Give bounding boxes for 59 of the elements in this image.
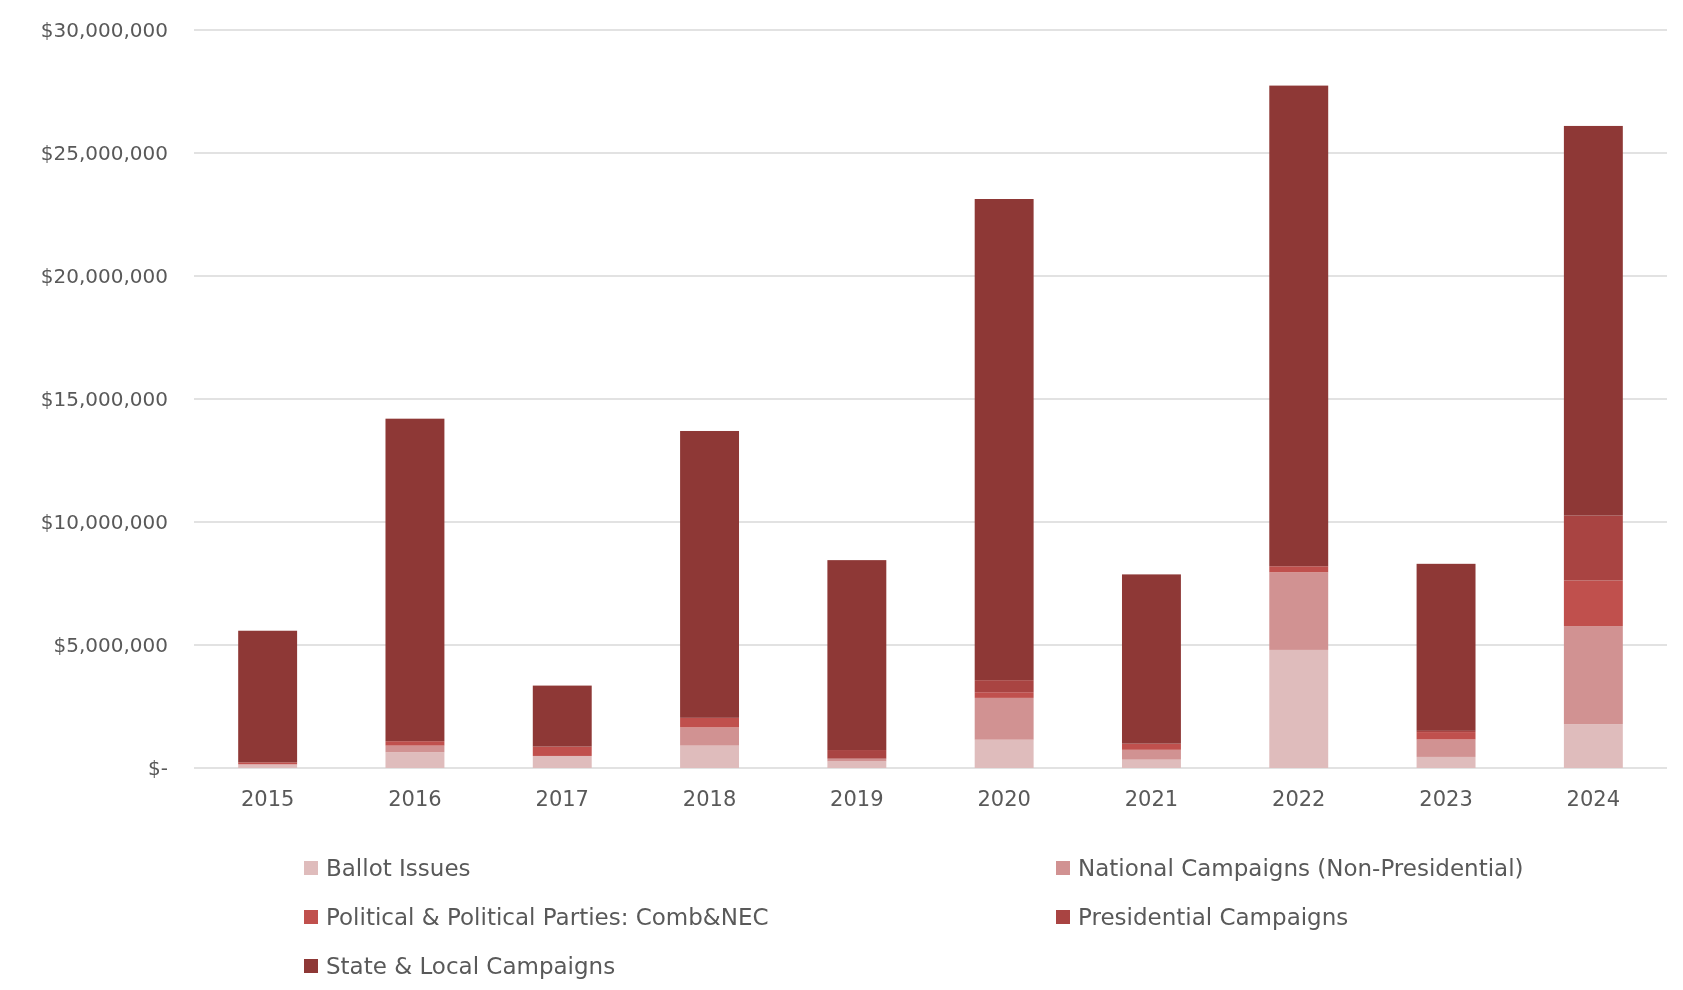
- bar: [1416, 756, 1476, 768]
- bar: [1416, 739, 1476, 757]
- x-tick-label: 2017: [535, 787, 589, 811]
- bar: [974, 680, 1034, 693]
- bar: [974, 199, 1034, 681]
- x-tick-label: 2019: [830, 787, 884, 811]
- bar: [680, 727, 740, 746]
- bar: [827, 750, 887, 759]
- x-tick-label: 2023: [1419, 787, 1473, 811]
- bar: [1269, 649, 1329, 768]
- bar: [238, 630, 298, 763]
- x-tick-label: 2022: [1272, 787, 1326, 811]
- bar: [1563, 626, 1623, 725]
- bar: [385, 745, 445, 753]
- y-tick-label: $5,000,000: [53, 633, 168, 657]
- bar: [532, 685, 592, 747]
- bar: [680, 717, 740, 728]
- bar: [1563, 125, 1623, 516]
- bar: [385, 741, 445, 746]
- x-tick-label: 2016: [388, 787, 442, 811]
- x-tick-label: 2024: [1566, 787, 1621, 811]
- bar: [1269, 572, 1329, 650]
- y-tick-label: $20,000,000: [40, 264, 168, 288]
- bar: [1416, 732, 1476, 740]
- y-tick-label: $30,000,000: [40, 18, 168, 42]
- bar: [1269, 85, 1329, 567]
- bar: [680, 745, 740, 768]
- y-tick-label: $10,000,000: [40, 510, 168, 534]
- bar: [1563, 580, 1623, 627]
- bar: [1121, 749, 1181, 760]
- y-tick-label: $15,000,000: [40, 387, 168, 411]
- legend-label: National Campaigns (Non-Presidential): [1078, 855, 1524, 882]
- bar: [532, 746, 592, 756]
- bar: [1121, 759, 1181, 768]
- bar: [827, 761, 887, 768]
- y-tick-label: $25,000,000: [40, 141, 168, 165]
- bar: [1416, 563, 1476, 731]
- bar: [385, 418, 445, 742]
- bar: [1563, 515, 1623, 581]
- bar: [385, 752, 445, 768]
- legend-label: Ballot Issues: [326, 855, 471, 882]
- bar: [532, 755, 592, 768]
- bar: [1121, 574, 1181, 744]
- bar: [974, 739, 1034, 768]
- bar: [974, 692, 1034, 698]
- bar: [974, 697, 1034, 740]
- bar: [1269, 566, 1329, 573]
- bar: [680, 430, 740, 718]
- x-tick-label: 2021: [1124, 787, 1179, 811]
- legend-label: Political & Political Parties: Comb&NEC: [326, 904, 769, 931]
- x-tick-label: 2015: [240, 787, 295, 811]
- legend-label: Presidential Campaigns: [1078, 904, 1349, 931]
- legend-label: State & Local Campaigns: [326, 953, 616, 980]
- x-tick-label: 2020: [977, 787, 1031, 811]
- bar: [1563, 724, 1623, 768]
- bar: [827, 560, 887, 751]
- x-tick-label: 2018: [682, 787, 737, 811]
- y-tick-label: $-: [148, 756, 168, 780]
- bar: [1121, 743, 1181, 750]
